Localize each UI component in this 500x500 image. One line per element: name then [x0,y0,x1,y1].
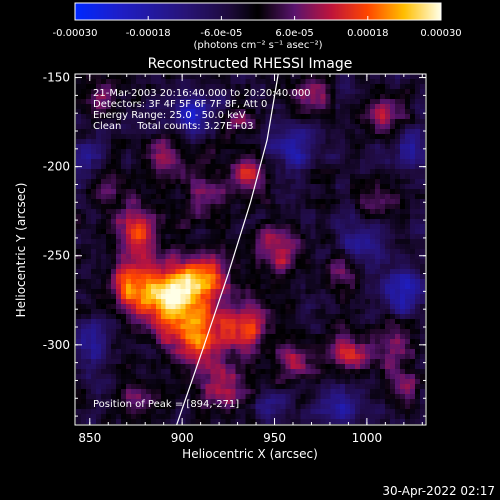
colorbar-unit-label: (photons cm⁻² s⁻¹ asec⁻²) [193,40,322,51]
y-tick-label: -250 [43,249,70,263]
colorbar-frame [74,2,442,21]
colorbar-tick-label: 6.0e-05 [275,28,313,39]
axis-ticks: 850 900 950 1000 -150 -200 -250 -300 [43,71,426,445]
plot-area: 850 900 950 1000 -150 -200 -250 -300 21-Mar-200… [43,71,427,445]
y-tick-label: -200 [43,160,70,174]
colorbar-gradient [75,3,441,20]
x-tick-label: 950 [263,431,286,445]
y-axis-label: Heliocentric Y (arcsec) [14,183,28,318]
footer-date: 30-Apr-2022 02:17 [382,484,495,498]
y-tick-label: -150 [43,71,70,85]
colorbar-tick-label: -0.00018 [126,28,171,39]
annotation-clean-counts: Clean Total counts: 3.27E+03 [93,121,253,132]
colorbar-tick-label: 0.00030 [420,28,461,39]
y-tick-label: -300 [43,338,70,352]
colorbar-tick-label: -0.00030 [53,28,98,39]
annotation-block: 21-Mar-2003 20:16:40.000 to 20:20:40.000… [93,88,311,132]
annotation-detectors: Detectors: 3F 4F 5F 6F 7F 8F, Att 0 [93,99,267,110]
x-tick-label: 900 [171,431,194,445]
annotation-time-range: 21-Mar-2003 20:16:40.000 to 20:20:40.000 [93,88,311,99]
heatmap-image [76,74,425,424]
peak-position-label: Position of Peak = [894,-271] [93,399,239,410]
x-tick-label: 1000 [352,431,383,445]
x-axis-label: Heliocentric X (arcsec) [182,447,318,461]
annotation-energy-range: Energy Range: 25.0 - 50.0 keV [93,110,246,121]
solar-limb-curve [176,73,279,426]
chart-title: Reconstructed RHESSI Image [148,56,353,72]
colorbar: -0.00030 -0.00018 -6.0e-05 6.0e-05 0.00018 0.… [53,2,462,51]
colorbar-tick-label: -6.0e-05 [200,28,242,39]
x-tick-label: 850 [78,431,101,445]
colorbar-tick-label: 0.00018 [347,28,388,39]
plot-frame [74,73,427,426]
colorbar-ticks: -0.00030 -0.00018 -6.0e-05 6.0e-05 0.00018 0.… [53,16,462,39]
